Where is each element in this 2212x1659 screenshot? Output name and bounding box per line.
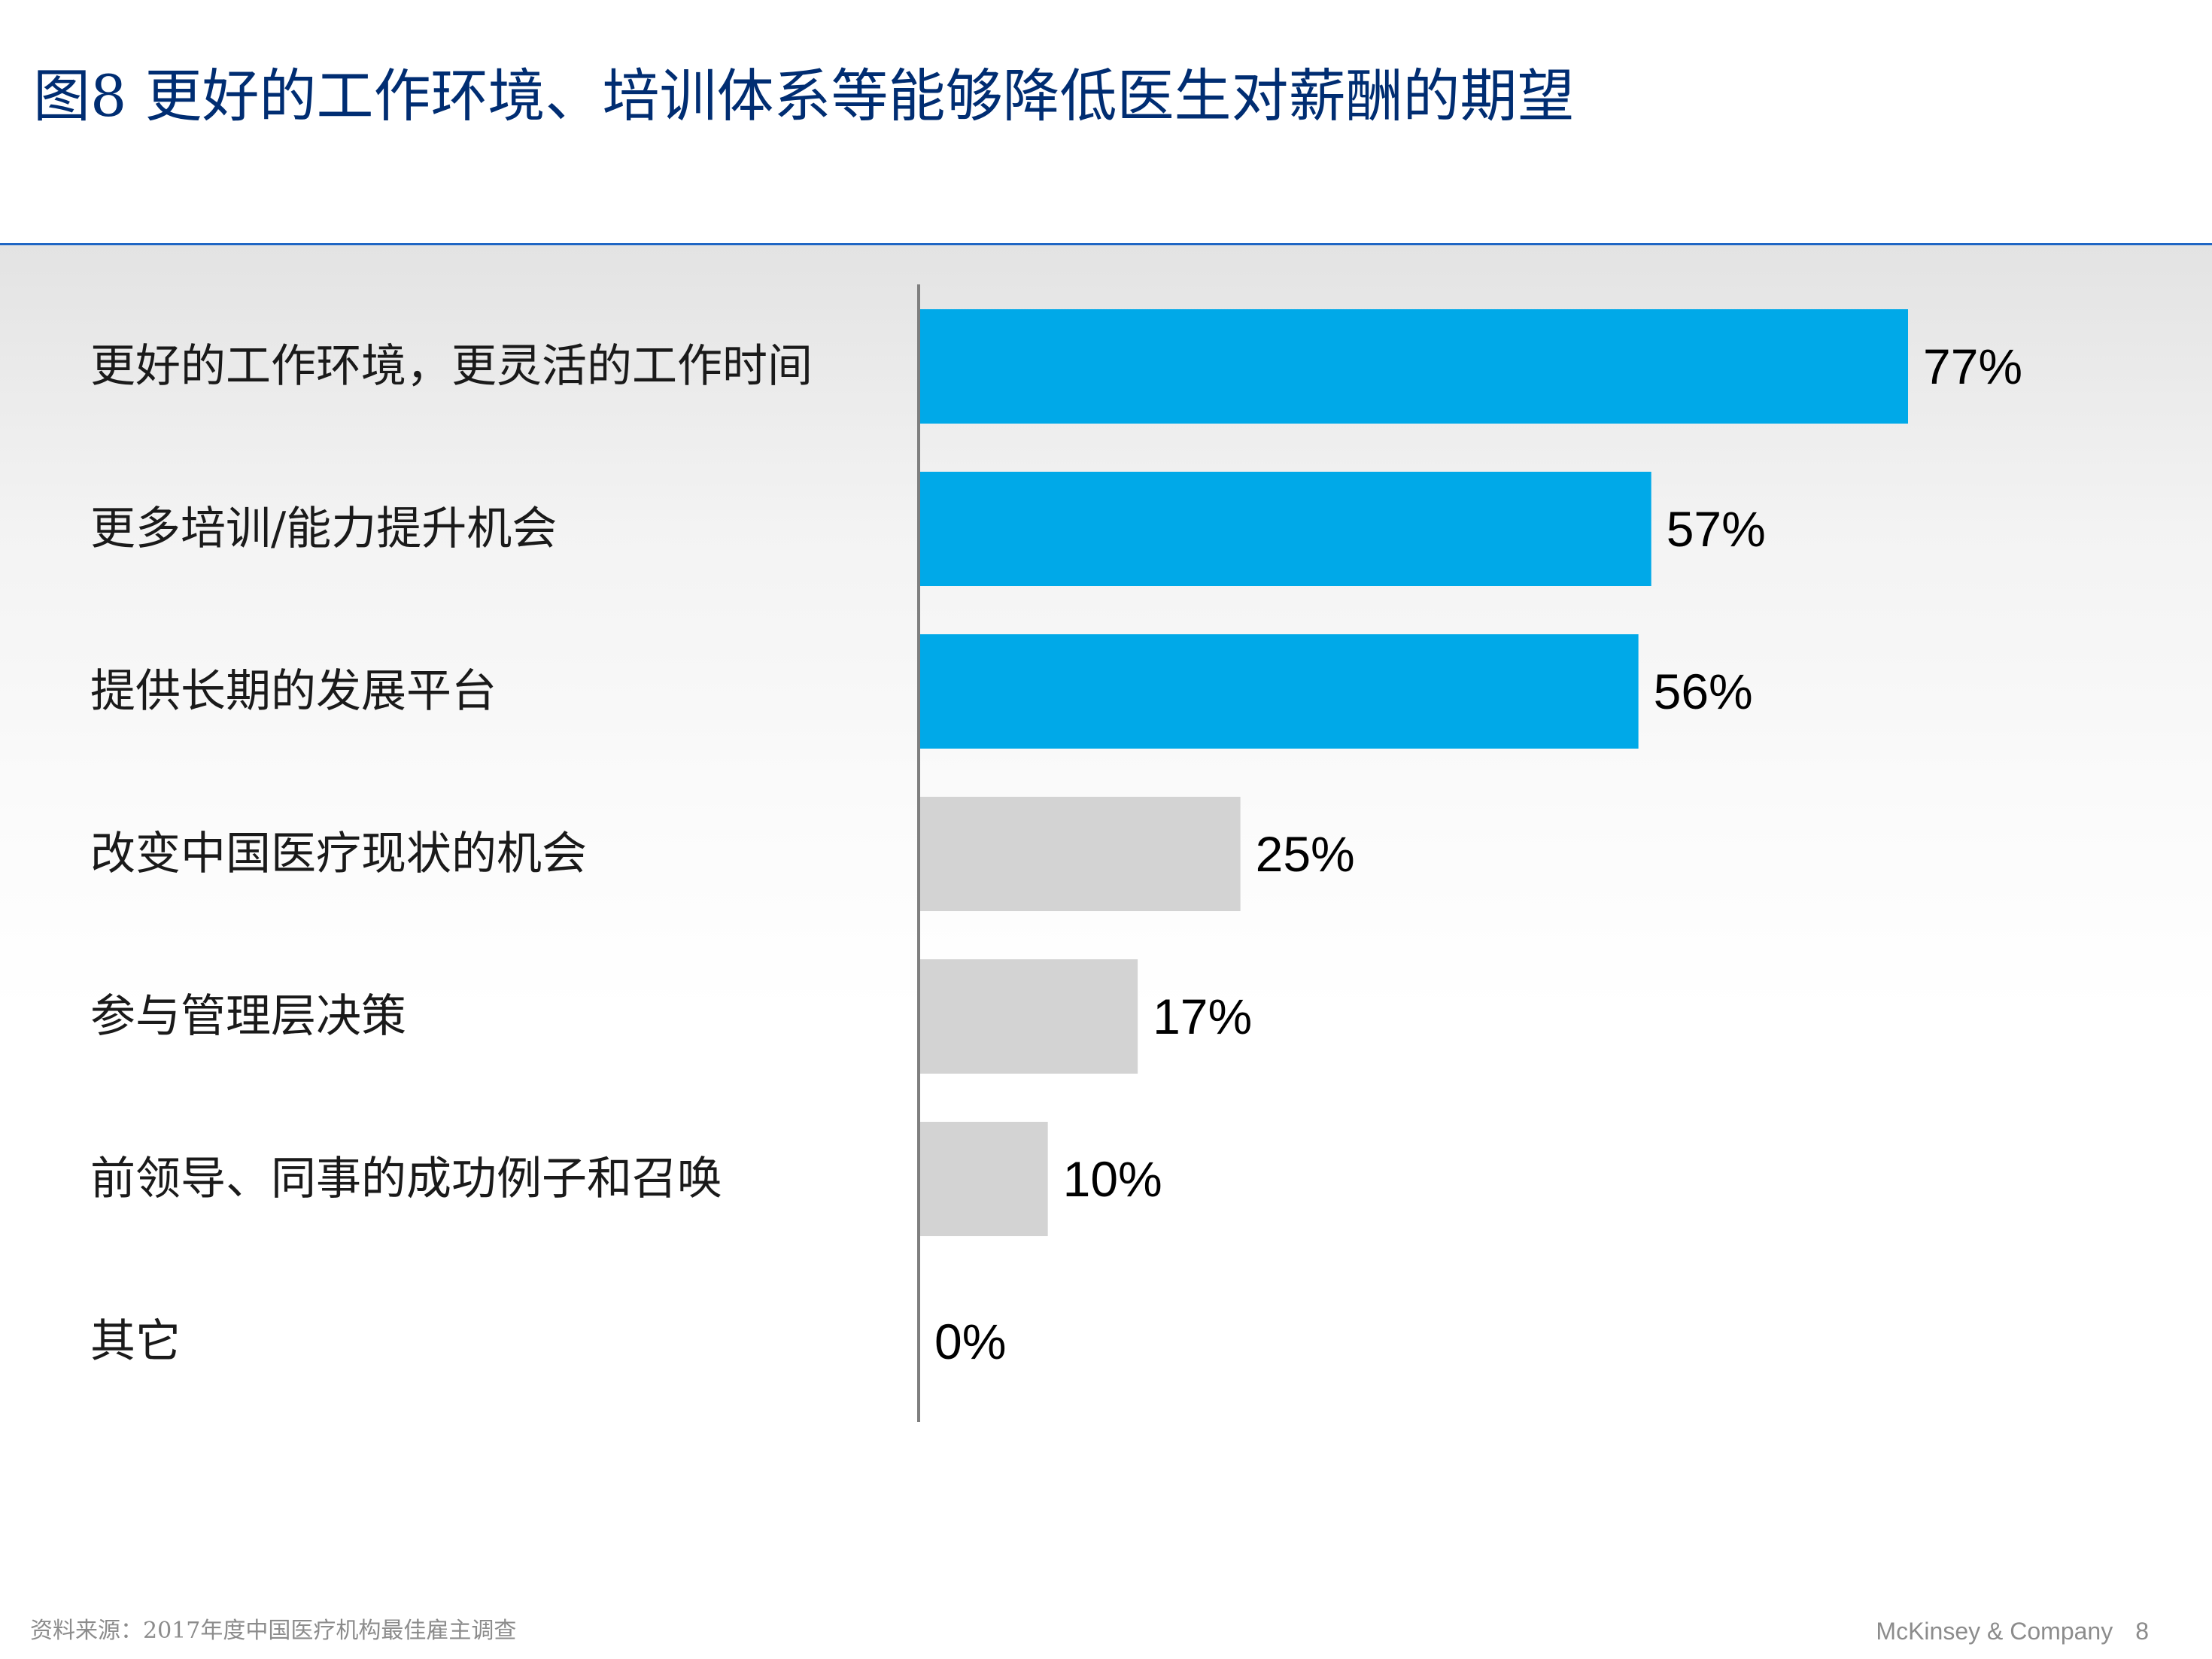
bar-1 bbox=[919, 309, 1908, 424]
source-note: 资料来源：2017年度中国医疗机构最佳雇主调查 bbox=[30, 1618, 517, 1644]
category-label-3: 提供长期的发展平台 bbox=[90, 665, 497, 718]
bar-6 bbox=[919, 1122, 1048, 1236]
bar-5 bbox=[919, 959, 1138, 1074]
bar-2 bbox=[919, 472, 1651, 586]
category-label-5: 参与管理层决策 bbox=[90, 990, 406, 1043]
slide-title: 图8 更好的工作环境、培训体系等能够降低医生对薪酬的期望 bbox=[33, 62, 1575, 129]
bar-3 bbox=[919, 634, 1639, 749]
value-labels: 77% 57% 56% 25% 17% 10% 0% bbox=[934, 339, 2022, 1369]
value-label-4: 25% bbox=[1256, 826, 1355, 882]
category-label-2: 更多培训/能力提升机会 bbox=[90, 503, 557, 555]
value-label-2: 57% bbox=[1667, 501, 1766, 557]
title-divider bbox=[0, 243, 2212, 245]
category-labels: 更好的工作环境，更灵活的工作时间更多培训/能力提升机会提供长期的发展平台改变中国… bbox=[90, 340, 813, 1368]
value-label-7: 0% bbox=[934, 1314, 1006, 1369]
footer-brand: McKinsey & Company 8 bbox=[1876, 1616, 2149, 1646]
value-label-6: 10% bbox=[1063, 1151, 1162, 1207]
category-label-1: 更好的工作环境，更灵活的工作时间 bbox=[90, 340, 813, 393]
brand-name: McKinsey & Company bbox=[1876, 1618, 2113, 1645]
category-label-6: 前领导、同事的成功例子和召唤 bbox=[90, 1153, 722, 1205]
bar-4 bbox=[919, 797, 1241, 911]
value-label-3: 56% bbox=[1654, 664, 1753, 719]
value-label-5: 17% bbox=[1153, 989, 1252, 1044]
bars bbox=[919, 309, 1908, 1236]
page-number: 8 bbox=[2135, 1618, 2149, 1645]
value-label-1: 77% bbox=[1923, 339, 2022, 394]
category-label-4: 改变中国医疗现状的机会 bbox=[90, 828, 587, 880]
category-label-7: 其它 bbox=[90, 1315, 181, 1368]
